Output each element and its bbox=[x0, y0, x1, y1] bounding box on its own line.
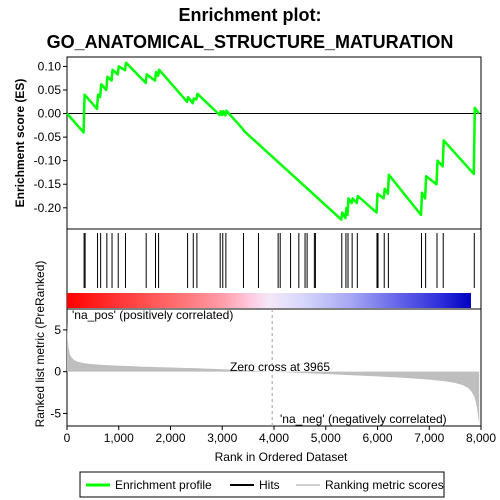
ranked-list-panel: 50-5 0 1,000 2,000 3,000 4,000 5,000 6,000 7,00… bbox=[33, 261, 496, 464]
zero-cross-label: Zero cross at 3965 bbox=[230, 360, 330, 374]
ranked-x-tick-label: 4,000 bbox=[259, 431, 289, 445]
ranked-x-tick-label: 2,000 bbox=[155, 431, 185, 445]
legend: Enrichment profile Hits Ranking metric s… bbox=[79, 471, 445, 498]
es-y-tick-label: -0.05 bbox=[34, 130, 62, 144]
ranked-y-tick-label: 5 bbox=[54, 323, 61, 337]
ranked-x-tick-label: 1,000 bbox=[104, 431, 134, 445]
enrichment-profile-line bbox=[66, 61, 480, 221]
chart-title-line-1: Enrichment plot: bbox=[178, 5, 322, 25]
legend-hits-label: Hits bbox=[259, 478, 280, 492]
ranked-x-axis: 0 1,000 2,000 3,000 4,000 5,000 6,000 7,000 8,00… bbox=[64, 426, 496, 445]
es-y-tick-label: 0.10 bbox=[38, 59, 62, 73]
es-y-tick-label: -0.15 bbox=[34, 177, 62, 191]
legend-ranking-label: Ranking metric scores bbox=[325, 478, 444, 492]
es-y-axis: 0.10 0.05 0.00 -0.05 -0.10 -0.15 -0.20 bbox=[34, 59, 67, 215]
ranked-x-tick-label: 3,000 bbox=[207, 431, 237, 445]
chart-title: Enrichment plot: GO_ANATOMICAL_STRUCTURE… bbox=[0, 2, 500, 56]
legend-enrichment-label: Enrichment profile bbox=[115, 478, 212, 492]
ranked-x-axis-title: Rank in Ordered Dataset bbox=[215, 450, 348, 464]
ranked-x-tick-label: 7,000 bbox=[414, 431, 444, 445]
ranked-y-tick-label: -5 bbox=[50, 406, 61, 420]
chart-title-line-2: GO_ANATOMICAL_STRUCTURE_MATURATION bbox=[46, 32, 454, 52]
es-panel-frame bbox=[66, 56, 482, 230]
ranking-metric-area bbox=[67, 321, 480, 425]
hit-lines bbox=[83, 233, 475, 288]
es-panel: 0.10 0.05 0.00 -0.05 -0.10 -0.15 -0.20 Enrichm… bbox=[13, 56, 482, 230]
ranked-y-axis: 5 0 -5 bbox=[50, 323, 67, 420]
negative-correlation-label: 'na_neg' (negatively correlated) bbox=[280, 412, 447, 426]
ranked-x-tick-label: 0 bbox=[64, 431, 71, 445]
es-y-tick-label: 0.00 bbox=[38, 107, 62, 121]
ranked-x-tick-label: 6,000 bbox=[362, 431, 392, 445]
ranked-y-tick-label: 0 bbox=[54, 365, 61, 379]
es-y-tick-label: -0.10 bbox=[34, 154, 62, 168]
hits-panel bbox=[66, 228, 482, 310]
es-y-axis-title: Enrichment score (ES) bbox=[13, 79, 27, 208]
ranked-y-axis-title: Ranked list metric (PreRanked) bbox=[33, 261, 47, 428]
es-y-tick-label: -0.20 bbox=[34, 201, 62, 215]
legend-frame bbox=[79, 471, 445, 498]
positive-correlation-label: 'na_pos' (positively correlated) bbox=[72, 308, 233, 322]
ranked-x-tick-label: 8,000 bbox=[466, 431, 496, 445]
ranking-heatmap-bar bbox=[67, 293, 471, 308]
es-y-tick-label: 0.05 bbox=[38, 83, 62, 97]
ranked-x-tick-label: 5,000 bbox=[311, 431, 341, 445]
